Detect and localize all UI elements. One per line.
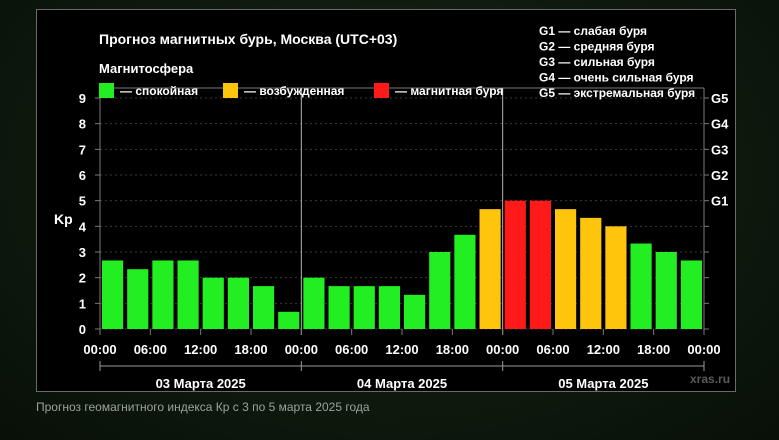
bar xyxy=(504,200,526,329)
bar xyxy=(328,286,350,329)
chart-frame: Прогноз магнитных бурь, Москва (UTC+03) … xyxy=(36,9,736,392)
bar xyxy=(202,277,224,329)
x-tick-label: 00:00 xyxy=(83,342,116,357)
x-tick-label: 18:00 xyxy=(436,342,469,357)
bar xyxy=(253,286,275,329)
x-tick-label: 18:00 xyxy=(234,342,267,357)
y-tick-label: 8 xyxy=(79,117,86,132)
bar xyxy=(278,311,300,329)
x-tick-label: 00:00 xyxy=(486,342,519,357)
legend-swatch xyxy=(99,83,114,98)
day-label: 04 Марта 2025 xyxy=(357,376,447,391)
bar xyxy=(102,260,124,329)
bar xyxy=(404,294,426,329)
day-label: 03 Марта 2025 xyxy=(156,376,246,391)
storm-legend-item: G3 — сильная буря xyxy=(539,55,655,69)
storm-legend-item: G1 — слабая буря xyxy=(539,24,647,38)
bar xyxy=(630,243,652,329)
bar xyxy=(605,226,627,329)
bar xyxy=(680,260,702,329)
y-axis-label: Kp xyxy=(54,211,73,227)
bar xyxy=(479,209,501,329)
storm-level-label: G1 xyxy=(711,194,728,209)
x-tick-label: 06:00 xyxy=(335,342,368,357)
bar xyxy=(152,260,174,329)
y-tick-label: 7 xyxy=(79,142,86,157)
legend-swatch xyxy=(223,83,238,98)
legend-title: Магнитосфера xyxy=(99,61,194,76)
legend-label: — возбужденная xyxy=(244,84,344,98)
y-tick-label: 6 xyxy=(79,168,86,183)
x-tick-label: 00:00 xyxy=(687,342,720,357)
x-tick-label: 12:00 xyxy=(184,342,217,357)
storm-legend-item: G4 — очень сильная буря xyxy=(539,71,694,85)
y-tick-label: 2 xyxy=(79,271,86,286)
figure-caption: Прогноз геомагнитного индекса Кр с 3 по … xyxy=(36,400,370,414)
x-tick-label: 00:00 xyxy=(285,342,318,357)
legend-swatch xyxy=(374,83,389,98)
x-tick-label: 12:00 xyxy=(385,342,418,357)
legend-label: — магнитная буря xyxy=(395,84,503,98)
bar xyxy=(555,209,577,329)
storm-level-label: G4 xyxy=(711,117,729,132)
storm-legend-item: G2 — средняя буря xyxy=(539,40,655,54)
legend-label: — спокойная xyxy=(120,84,198,98)
x-tick-label: 18:00 xyxy=(637,342,670,357)
bar xyxy=(580,217,602,329)
bar xyxy=(303,277,325,329)
bar xyxy=(429,252,451,329)
storm-level-label: G5 xyxy=(711,91,728,106)
x-tick-label: 06:00 xyxy=(536,342,569,357)
x-tick-label: 12:00 xyxy=(587,342,620,357)
watermark: xras.ru xyxy=(690,372,730,386)
y-tick-label: 5 xyxy=(79,194,86,209)
storm-level-label: G2 xyxy=(711,168,728,183)
chart-marks: 0 1 2 3 4 5 6 7 8 9 G1 G2 G3 G4 G5 00:00 06:00 12:00 18:00… xyxy=(79,24,729,391)
bar xyxy=(529,200,551,329)
x-tick-label: 06:00 xyxy=(134,342,167,357)
chart-title: Прогноз магнитных бурь, Москва (UTC+03) xyxy=(99,31,397,47)
bar xyxy=(127,269,149,329)
y-tick-label: 0 xyxy=(79,322,86,337)
y-tick-label: 3 xyxy=(79,245,86,260)
bar xyxy=(353,286,375,329)
y-tick-label: 9 xyxy=(79,91,86,106)
y-tick-label: 4 xyxy=(79,219,87,234)
y-tick-label: 1 xyxy=(79,296,86,311)
storm-legend-item: G5 — экстремальная буря xyxy=(539,86,695,100)
kp-forecast-chart: Прогноз магнитных бурь, Москва (UTC+03) … xyxy=(54,24,730,391)
day-label: 05 Марта 2025 xyxy=(558,376,648,391)
bar xyxy=(177,260,199,329)
bar xyxy=(227,277,249,329)
storm-level-label: G3 xyxy=(711,142,728,157)
bar xyxy=(655,252,677,329)
bar xyxy=(454,234,476,329)
bar xyxy=(378,286,400,329)
